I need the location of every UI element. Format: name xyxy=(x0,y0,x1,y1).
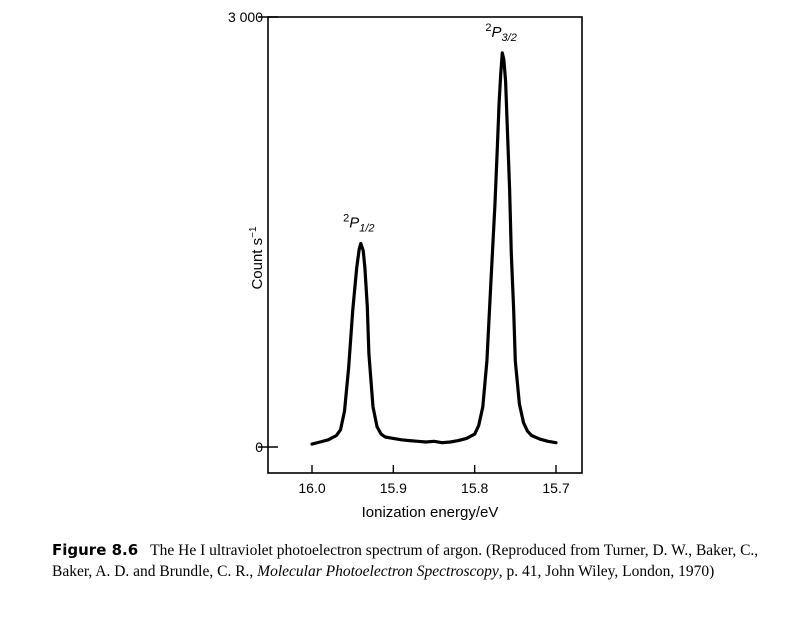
caption-book-title: Molecular Photoelectron Spectroscopy xyxy=(257,563,499,580)
photoelectron-spectrum-chart: 16.0 15.9 15.8 15.7 3 000 0 2P1/2 2P3/2 Ioniz… xyxy=(228,9,583,521)
peak-label: 2P3/2 xyxy=(485,22,516,44)
y-axis-title: Count s−1 xyxy=(248,226,266,290)
y-tick-label: 0 xyxy=(255,439,263,455)
figure-caption: Figure 8.6 The He I ultraviolet photoelec… xyxy=(52,540,792,582)
x-tick-label: 15.8 xyxy=(461,480,488,496)
y-axis-title-text: Count s xyxy=(249,238,266,290)
caption-text-1: The He I ultraviolet photoelectron spect… xyxy=(52,542,759,580)
plot-frame xyxy=(267,16,583,474)
x-axis-title: Ionization energy/eV xyxy=(362,504,499,521)
caption-text-2: , p. 41, John Wiley, London, 1970) xyxy=(498,563,715,580)
x-tick-label: 16.0 xyxy=(298,480,325,496)
spectrum-line xyxy=(310,51,558,446)
x-tick-label: 15.7 xyxy=(542,480,569,496)
y-tick-label: 3 000 xyxy=(228,9,263,25)
x-tick-label: 15.9 xyxy=(380,480,407,496)
figure-number: Figure 8.6 xyxy=(52,541,139,559)
peak-label: 2P1/2 xyxy=(343,212,374,234)
y-axis-title-superscript: −1 xyxy=(248,226,259,238)
